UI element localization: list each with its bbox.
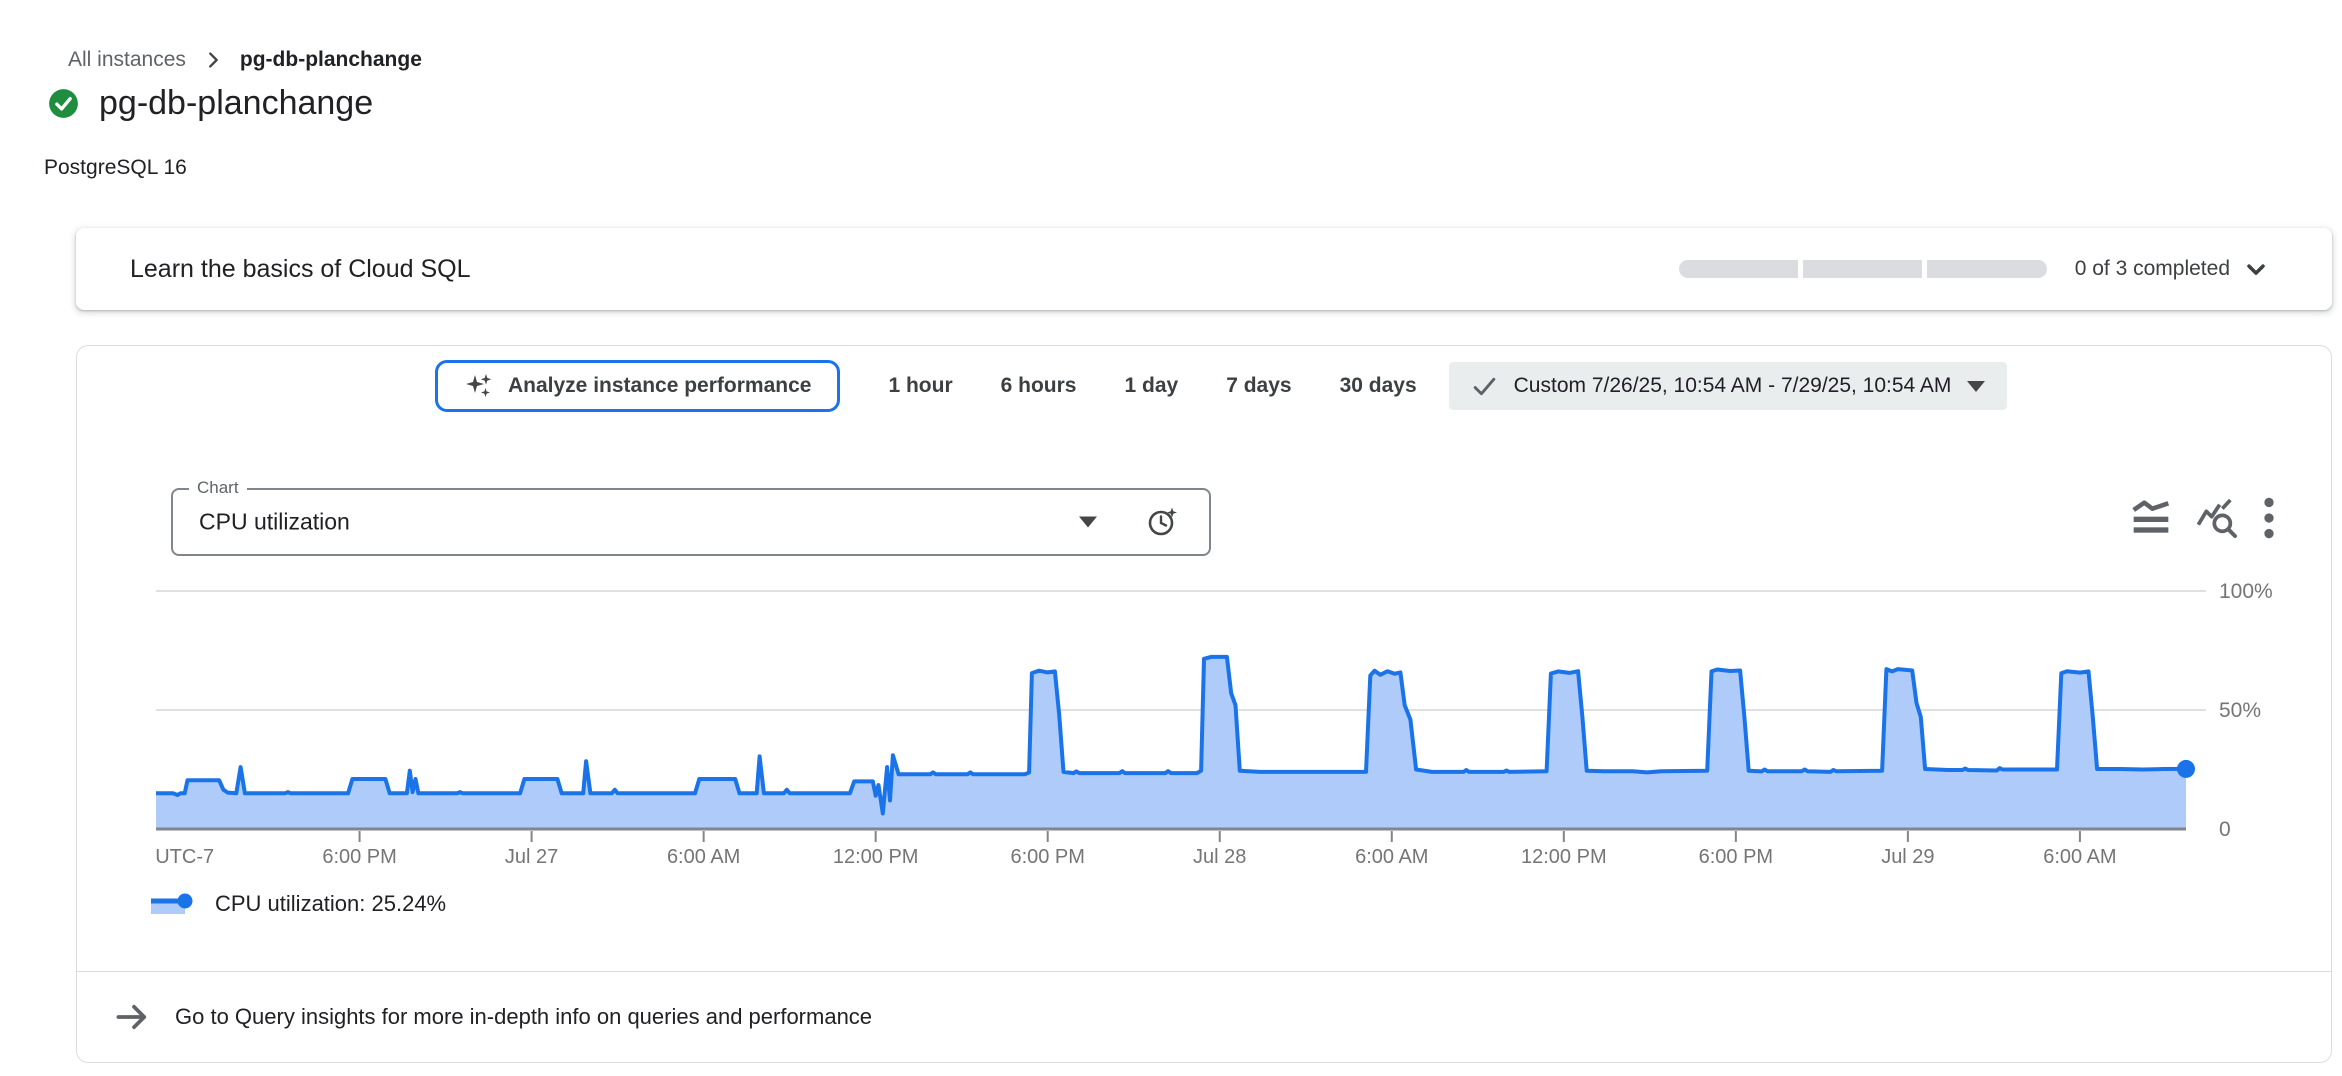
svg-text:50%: 50% (2219, 699, 2261, 722)
chart-metric-select[interactable]: Chart CPU utilization (171, 478, 1211, 556)
view-insights-icon[interactable] (2195, 498, 2239, 538)
metric-insights-clock-icon[interactable] (1145, 505, 1179, 539)
time-range-selector: 1 hour 6 hours 1 day 7 days 30 days (888, 374, 1416, 398)
right-arrow-icon (113, 998, 151, 1036)
time-range-7-days[interactable]: 7 days (1226, 374, 1292, 397)
progress-label: 0 of 3 completed (2074, 257, 2230, 280)
chart-select-label: Chart (189, 478, 247, 498)
learn-basics-card[interactable]: Learn the basics of Cloud SQL 0 of 3 com… (76, 228, 2332, 310)
svg-text:12:00 PM: 12:00 PM (1521, 846, 1607, 868)
cpu-chart-svg: 100% 50% 0 UTC-7 6:00 PM Jul 27 6:00 AM 12:00 P… (155, 581, 2273, 868)
breadcrumb-chevron-icon (202, 49, 224, 71)
svg-text:6:00 PM: 6:00 PM (322, 846, 396, 868)
svg-text:6:00 AM: 6:00 AM (667, 846, 740, 868)
chart-options-icons (2129, 496, 2277, 540)
time-range-30-days[interactable]: 30 days (1339, 374, 1417, 397)
analyze-button-label: Analyze instance performance (508, 374, 812, 397)
svg-text:6:00 AM: 6:00 AM (1355, 846, 1428, 868)
select-dropdown-arrow-icon (1079, 516, 1097, 528)
cpu-utilization-chart[interactable]: 100% 50% 0 UTC-7 6:00 PM Jul 27 6:00 AM 12:00 P… (77, 581, 2333, 886)
database-version-label: PostgreSQL 16 (44, 156, 187, 179)
svg-text:Jul 28: Jul 28 (1193, 846, 1246, 868)
svg-text:100%: 100% (2219, 581, 2273, 603)
monitoring-card: Analyze instance performance 1 hour 6 ho… (76, 345, 2332, 1063)
svg-text:UTC-7: UTC-7 (155, 846, 214, 868)
analyze-instance-performance-button[interactable]: Analyze instance performance (435, 360, 841, 412)
custom-range-label: Custom 7/26/25, 10:54 AM - 7/29/25, 10:5… (1513, 374, 1952, 397)
breadcrumb-current: pg-db-planchange (239, 48, 422, 71)
time-range-6-hours[interactable]: 6 hours (1000, 374, 1077, 397)
breadcrumb: All instances pg-db-planchange (68, 48, 422, 72)
progress-segment (1803, 260, 1923, 278)
chart-legend: CPU utilization: 25.24% (149, 891, 446, 917)
area-chart-mode-icon[interactable] (2129, 498, 2173, 538)
time-range-1-day[interactable]: 1 day (1124, 374, 1179, 397)
learn-expand-chevron-icon[interactable] (2242, 255, 2270, 283)
progress-segment (1927, 260, 2047, 278)
legend-label: CPU utilization: 25.24% (215, 891, 447, 916)
progress-segment (1678, 260, 1799, 278)
svg-text:Jul 27: Jul 27 (505, 846, 558, 868)
learn-basics-title: Learn the basics of Cloud SQL (130, 254, 471, 283)
more-options-kebab-icon[interactable] (2261, 496, 2277, 540)
svg-text:6:00 AM: 6:00 AM (2043, 846, 2116, 868)
page-title: pg-db-planchange (99, 84, 374, 122)
breadcrumb-all-instances[interactable]: All instances (68, 48, 186, 71)
selected-check-icon (1471, 373, 1498, 400)
svg-text:6:00 PM: 6:00 PM (1010, 846, 1084, 868)
learn-progress-bar (1678, 260, 2047, 278)
dropdown-arrow-icon (1967, 380, 1986, 392)
time-range-1-hour[interactable]: 1 hour (888, 374, 953, 397)
instance-title-row: pg-db-planchange (48, 84, 373, 123)
query-insights-link[interactable]: Go to Query insights for more in-depth i… (77, 972, 2331, 1062)
svg-text:6:00 PM: 6:00 PM (1699, 846, 1773, 868)
legend-swatch-icon (151, 893, 193, 914)
query-insights-link-label: Go to Query insights for more in-depth i… (175, 1004, 873, 1029)
instance-healthy-icon (48, 88, 79, 119)
svg-text:Jul 29: Jul 29 (1881, 846, 1934, 868)
svg-text:12:00 PM: 12:00 PM (833, 846, 919, 868)
svg-text:0: 0 (2219, 818, 2231, 841)
card-divider (77, 971, 2331, 972)
gemini-sparkle-icon (464, 371, 494, 401)
custom-time-range-button[interactable]: Custom 7/26/25, 10:54 AM - 7/29/25, 10:5… (1448, 362, 2008, 410)
chart-select-value: CPU utilization (199, 508, 350, 535)
chart-toolbar: Analyze instance performance 1 hour 6 ho… (435, 360, 2008, 412)
